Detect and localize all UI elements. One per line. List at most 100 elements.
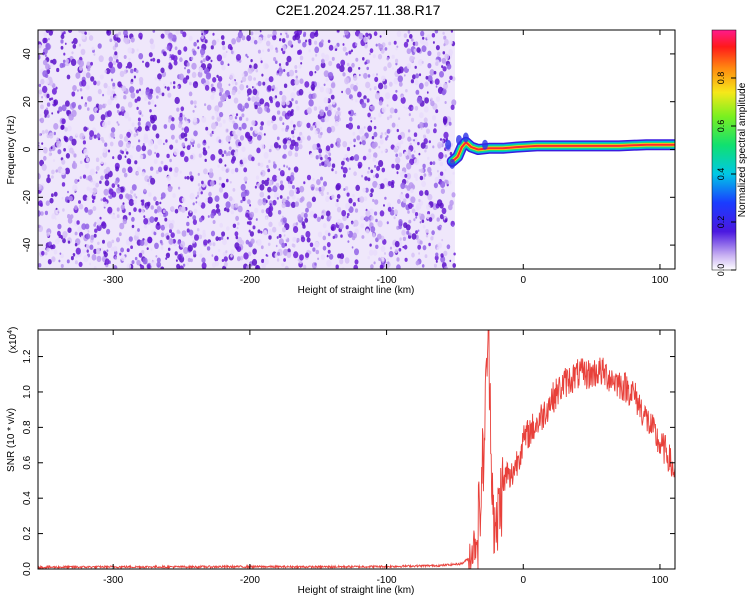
noise-point bbox=[298, 88, 304, 96]
noise-point bbox=[331, 99, 336, 105]
noise-point bbox=[297, 258, 300, 262]
noise-point bbox=[410, 79, 414, 84]
noise-point bbox=[218, 187, 224, 193]
noise-point bbox=[40, 104, 44, 110]
noise-point bbox=[237, 103, 243, 111]
noise-point bbox=[351, 62, 355, 68]
noise-point bbox=[100, 114, 106, 121]
noise-point bbox=[378, 82, 384, 90]
noise-point bbox=[110, 78, 114, 82]
noise-point bbox=[370, 188, 374, 194]
noise-point bbox=[423, 138, 428, 145]
noise-point bbox=[201, 180, 204, 185]
noise-point bbox=[427, 156, 430, 160]
noise-point bbox=[426, 91, 429, 94]
noise-point bbox=[209, 133, 213, 137]
noise-point bbox=[225, 152, 229, 157]
noise-point bbox=[292, 135, 295, 139]
noise-point bbox=[234, 81, 238, 86]
noise-point bbox=[361, 135, 367, 143]
noise-point bbox=[111, 183, 116, 189]
noise-point bbox=[157, 73, 162, 80]
noise-point bbox=[383, 177, 389, 185]
noise-point bbox=[188, 142, 191, 146]
noise-point bbox=[241, 35, 246, 41]
noise-point bbox=[163, 142, 165, 146]
noise-point bbox=[67, 227, 72, 233]
noise-point bbox=[135, 196, 138, 199]
noise-point bbox=[206, 246, 211, 251]
noise-point bbox=[395, 153, 399, 158]
noise-point bbox=[250, 59, 253, 63]
signal-track-layer-4 bbox=[451, 141, 675, 163]
noise-point bbox=[442, 66, 447, 72]
noise-point bbox=[82, 70, 87, 77]
noise-point bbox=[52, 58, 57, 65]
noise-point bbox=[422, 36, 425, 40]
noise-point bbox=[123, 95, 127, 100]
noise-point bbox=[422, 163, 426, 169]
noise-point bbox=[384, 47, 388, 51]
noise-point bbox=[355, 82, 359, 86]
noise-point bbox=[413, 158, 420, 166]
noise-point bbox=[102, 239, 105, 244]
noise-point bbox=[389, 246, 393, 250]
noise-point bbox=[64, 42, 67, 45]
noise-point bbox=[256, 238, 262, 246]
noise-point bbox=[246, 88, 252, 96]
noise-point bbox=[165, 139, 168, 143]
noise-point bbox=[106, 30, 112, 36]
y-tick-label: 1.0 bbox=[22, 385, 33, 399]
noise-point bbox=[140, 199, 143, 203]
noise-point bbox=[75, 72, 81, 79]
x-tick-label: -200 bbox=[240, 575, 260, 586]
noise-point bbox=[353, 144, 356, 148]
noise-point bbox=[175, 139, 179, 144]
noise-point bbox=[193, 41, 197, 47]
noise-point bbox=[434, 30, 439, 34]
noise-point bbox=[63, 148, 66, 152]
noise-point bbox=[229, 181, 232, 184]
noise-point bbox=[44, 210, 49, 216]
noise-point bbox=[346, 215, 349, 219]
snr-line bbox=[38, 330, 675, 569]
noise-point bbox=[90, 61, 93, 66]
noise-point bbox=[178, 231, 181, 234]
noise-point bbox=[100, 160, 104, 165]
noise-point bbox=[241, 122, 247, 130]
noise-point bbox=[413, 139, 415, 142]
noise-point bbox=[138, 208, 142, 213]
noise-point bbox=[45, 78, 50, 85]
noise-point bbox=[240, 199, 243, 204]
noise-point bbox=[416, 96, 423, 104]
noise-point bbox=[131, 184, 137, 191]
noise-point bbox=[136, 48, 139, 52]
noise-point bbox=[325, 196, 330, 202]
noise-point bbox=[253, 63, 258, 70]
noise-point bbox=[205, 72, 211, 80]
noise-point bbox=[425, 75, 429, 80]
noise-point bbox=[56, 140, 62, 148]
noise-point bbox=[221, 166, 225, 172]
noise-point bbox=[347, 122, 353, 130]
noise-point bbox=[358, 32, 364, 40]
noise-point bbox=[314, 241, 320, 249]
noise-point bbox=[67, 240, 71, 244]
noise-point bbox=[143, 215, 146, 219]
noise-point bbox=[117, 184, 120, 188]
noise-point bbox=[45, 200, 50, 206]
noise-point bbox=[377, 53, 383, 60]
noise-point bbox=[146, 247, 149, 251]
noise-point bbox=[150, 260, 156, 268]
noise-point bbox=[315, 155, 319, 160]
noise-point bbox=[441, 207, 447, 215]
noise-point bbox=[163, 51, 167, 57]
noise-point bbox=[266, 120, 271, 126]
noise-point bbox=[60, 253, 64, 259]
noise-point bbox=[58, 106, 63, 112]
noise-point bbox=[241, 73, 245, 77]
noise-point bbox=[133, 75, 136, 79]
noise-point bbox=[152, 30, 156, 33]
noise-point bbox=[373, 141, 378, 148]
noise-point bbox=[249, 204, 252, 207]
